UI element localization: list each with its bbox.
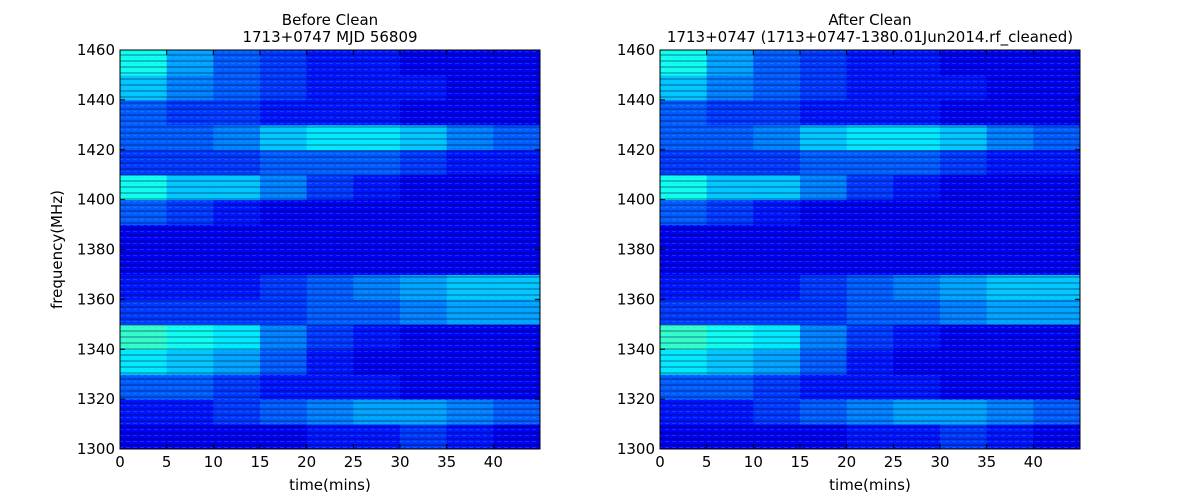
y-tick-label: 1360 xyxy=(77,290,115,308)
x-tick-label: 15 xyxy=(790,453,809,471)
y-tick-label: 1300 xyxy=(617,440,655,458)
x-tick-label: 10 xyxy=(204,453,223,471)
x-tick-label: 20 xyxy=(297,453,316,471)
x-tick-label: 40 xyxy=(484,453,503,471)
y-tick-label: 1380 xyxy=(617,241,655,259)
x-tick-label: 35 xyxy=(977,453,996,471)
chart-title: After Clean xyxy=(828,11,911,29)
y-tick-label: 1300 xyxy=(77,440,115,458)
y-tick-label: 1460 xyxy=(77,41,115,59)
chart-title: Before Clean xyxy=(282,11,378,29)
x-tick-label: 40 xyxy=(1024,453,1043,471)
y-axis-label: frequency(MHz) xyxy=(48,190,66,309)
y-tick-label: 1380 xyxy=(77,241,115,259)
y-tick-label: 1400 xyxy=(77,191,115,209)
y-tick-label: 1340 xyxy=(77,340,115,358)
x-tick-label: 35 xyxy=(437,453,456,471)
x-tick-label: 30 xyxy=(390,453,409,471)
x-tick-label: 15 xyxy=(250,453,269,471)
x-tick-label: 25 xyxy=(884,453,903,471)
texture xyxy=(660,50,1080,449)
y-tick-label: 1360 xyxy=(617,290,655,308)
x-axis-label: time(mins) xyxy=(289,476,371,494)
x-tick-label: 10 xyxy=(744,453,763,471)
y-tick-label: 1340 xyxy=(617,340,655,358)
y-tick-label: 1420 xyxy=(77,141,115,159)
x-tick-label: 20 xyxy=(837,453,856,471)
y-tick-label: 1440 xyxy=(617,91,655,109)
x-tick-label: 5 xyxy=(702,453,712,471)
x-tick-label: 0 xyxy=(655,453,665,471)
y-tick-label: 1460 xyxy=(617,41,655,59)
x-tick-label: 5 xyxy=(162,453,172,471)
x-tick-label: 25 xyxy=(344,453,363,471)
y-tick-label: 1320 xyxy=(77,390,115,408)
x-tick-label: 30 xyxy=(930,453,949,471)
y-tick-label: 1440 xyxy=(77,91,115,109)
chart-subtitle: 1713+0747 (1713+0747-1380.01Jun2014.rf_c… xyxy=(667,28,1073,47)
y-tick-label: 1420 xyxy=(617,141,655,159)
texture xyxy=(120,50,540,449)
chart-subtitle: 1713+0747 MJD 56809 xyxy=(242,28,417,46)
x-tick-label: 0 xyxy=(115,453,125,471)
y-tick-label: 1320 xyxy=(617,390,655,408)
y-tick-label: 1400 xyxy=(617,191,655,209)
x-axis-label: time(mins) xyxy=(829,476,911,494)
